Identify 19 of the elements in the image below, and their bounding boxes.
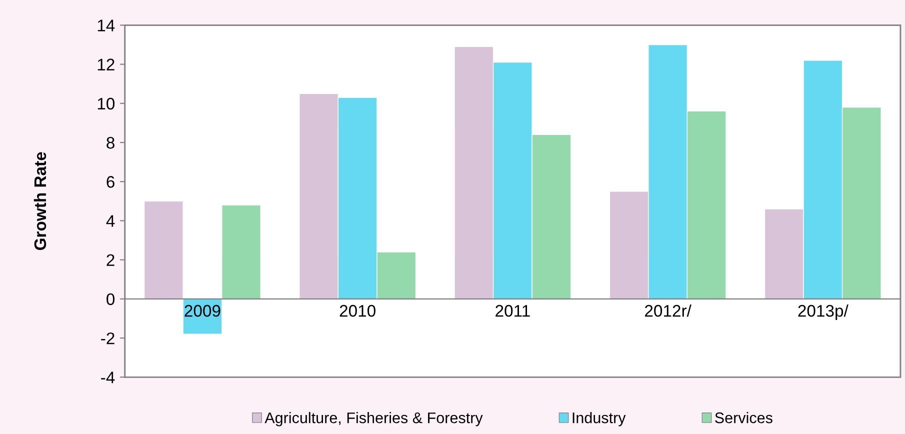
x-tick-label: 2009 [184, 304, 220, 317]
y-tick-label: 0 [106, 293, 115, 306]
y-tick-label: 10 [98, 98, 115, 110]
y-tick-label: -2 [101, 332, 114, 344]
x-tick-label: 2012r/ [645, 304, 692, 317]
y-tick-label: -4 [101, 372, 115, 384]
legend-label: Industry [572, 412, 626, 426]
y-tick-label: 12 [98, 58, 114, 70]
x-tick-label: 2010 [340, 304, 376, 317]
legend-label: Agriculture, Fisheries & Forestry [264, 412, 483, 426]
y-tick-label: 2 [106, 254, 114, 266]
legend-label: Services [715, 412, 772, 424]
y-tick-label: 8 [106, 136, 114, 149]
y-tick-label: 4 [106, 215, 115, 227]
y-tick-label: 6 [106, 176, 114, 188]
x-tick-label: 2011 [496, 304, 530, 317]
x-tick-label: 2013p/ [798, 304, 848, 320]
y-tick-label: 14 [98, 20, 115, 32]
y-axis-title: Growth Rate [34, 152, 46, 250]
